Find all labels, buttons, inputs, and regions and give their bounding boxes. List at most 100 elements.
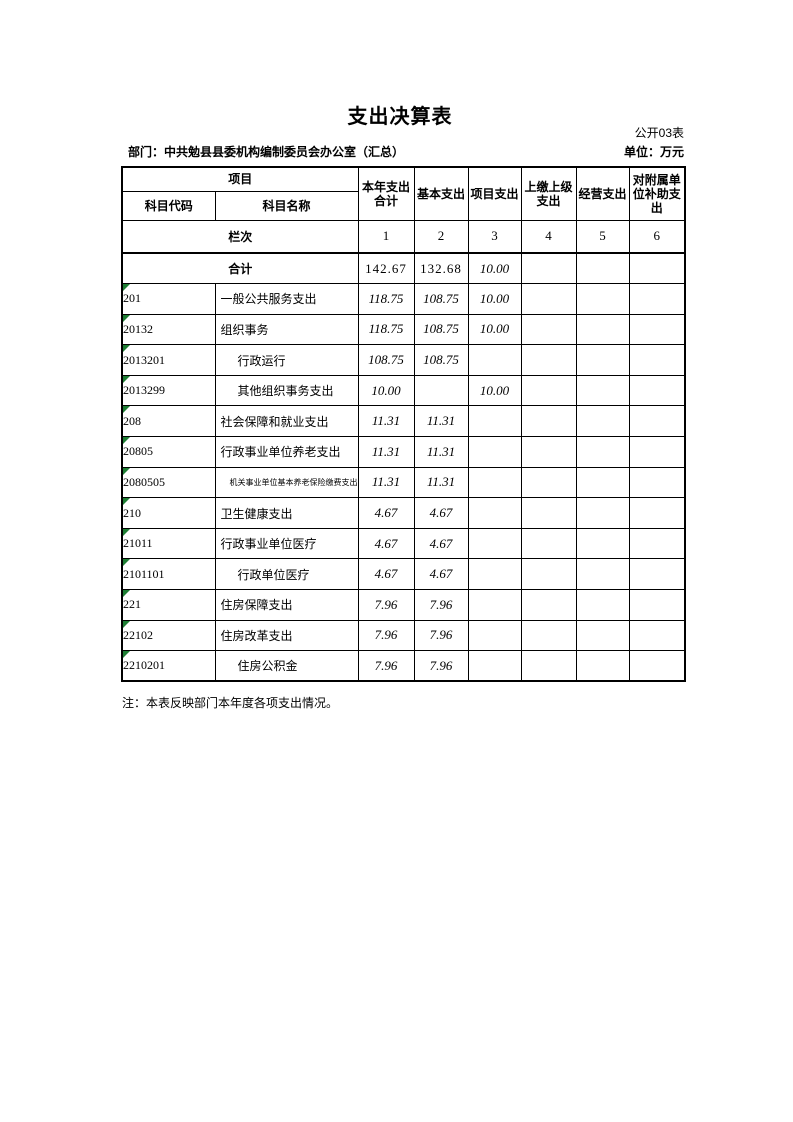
- value-cell: 4.67: [357, 497, 415, 529]
- value-cell: [520, 497, 577, 529]
- excel-flag-triangle-icon: [123, 468, 130, 475]
- value-cell: [575, 374, 630, 407]
- value-cell: 7.96: [413, 589, 469, 621]
- value-cell: [628, 619, 686, 652]
- subject-code-cell: 20805: [121, 436, 216, 468]
- expenditure-table: 项目 本年支出合计 基本支出 项目支出 上缴上级支出 经营支出 对附属单位补助支…: [121, 166, 687, 683]
- header-col-total: 本年支出合计: [357, 166, 415, 221]
- value-cell: 7.96: [357, 650, 415, 682]
- table-number: 公开03表: [634, 126, 684, 140]
- header-project: 项目: [121, 166, 359, 192]
- header-col-subsidy: 对附属单位补助支出: [628, 166, 686, 221]
- total-row: 合计 142.67 132.68 10.00: [121, 252, 686, 285]
- value-cell: 4.67: [413, 497, 469, 529]
- subject-code-cell: 21011: [121, 527, 216, 560]
- header-col-basic: 基本支出: [413, 166, 469, 221]
- table-row: 2210201 住房公积金 7.96 7.96: [121, 650, 686, 682]
- subject-code-cell: 208: [121, 405, 216, 438]
- excel-flag-triangle-icon: [123, 376, 130, 383]
- excel-flag-triangle-icon: [123, 590, 130, 598]
- value-cell: 11.31: [413, 405, 469, 438]
- header-col-upper: 上缴上级支出: [520, 166, 577, 221]
- column-number: 2: [413, 219, 469, 254]
- subject-name-cell: 行政事业单位养老支出: [214, 436, 359, 468]
- table-row: 2080505 机关事业单位基本养老保险缴费支出 11.31 11.31: [121, 466, 686, 499]
- table-row: 210 卫生健康支出 4.67 4.67: [121, 497, 686, 529]
- value-cell: [467, 619, 522, 652]
- subject-code-cell: 2080505: [121, 466, 216, 499]
- value-cell: [628, 558, 686, 591]
- value-cell: [467, 344, 522, 376]
- header-col-operating: 经营支出: [575, 166, 630, 221]
- value-cell: [575, 497, 630, 529]
- value-cell: 108.75: [413, 313, 469, 346]
- header-row-project: 项目 本年支出合计 基本支出 项目支出 上缴上级支出 经营支出 对附属单位补助支…: [121, 166, 686, 221]
- value-cell: 11.31: [357, 405, 415, 438]
- value-cell: [628, 527, 686, 560]
- page-title: 支出决算表: [347, 106, 453, 128]
- table-row: 2013299 其他组织事务支出 10.00 10.00: [121, 374, 686, 407]
- excel-flag-triangle-icon: [123, 406, 130, 414]
- subject-code-cell: 201: [121, 283, 216, 315]
- value-cell: 108.75: [357, 344, 415, 376]
- excel-flag-triangle-icon: [123, 284, 130, 292]
- value-cell: 4.67: [357, 527, 415, 560]
- subject-code-cell: 2013201: [121, 344, 216, 376]
- value-cell: [467, 527, 522, 560]
- meta-row: 部门：中共勉县县委机构编制委员会办公室（汇总） 单位：万元: [121, 143, 684, 160]
- value-cell: [520, 374, 577, 407]
- value-cell: [575, 650, 630, 682]
- value-cell: 10.00: [467, 252, 522, 285]
- value-cell: 108.75: [413, 283, 469, 315]
- value-cell: [520, 650, 577, 682]
- value-cell: [628, 252, 686, 285]
- value-cell: [575, 344, 630, 376]
- value-cell: 118.75: [357, 283, 415, 315]
- total-label: 合计: [121, 252, 359, 285]
- value-cell: 11.31: [357, 436, 415, 468]
- value-cell: [575, 436, 630, 468]
- value-cell: [628, 283, 686, 315]
- subject-name-cell: 住房改革支出: [214, 619, 359, 652]
- column-number: 3: [467, 219, 522, 254]
- value-cell: 118.75: [357, 313, 415, 346]
- value-cell: 108.75: [413, 344, 469, 376]
- value-cell: [575, 466, 630, 499]
- value-cell: [520, 405, 577, 438]
- value-cell: [628, 344, 686, 376]
- excel-flag-triangle-icon: [123, 529, 130, 536]
- column-number: 1: [357, 219, 415, 254]
- header-col-project-exp: 项目支出: [467, 166, 522, 221]
- header-row-subject: 科目代码 科目名称: [121, 190, 685, 221]
- value-cell: 11.31: [413, 466, 469, 499]
- value-cell: 142.67: [357, 252, 415, 285]
- value-cell: [467, 405, 522, 438]
- subject-name-cell: 住房公积金: [214, 650, 359, 682]
- value-cell: 132.68: [413, 252, 469, 285]
- table-row: 208 社会保障和就业支出 11.31 11.31: [121, 405, 686, 438]
- excel-flag-triangle-icon: [123, 437, 130, 445]
- value-cell: [520, 589, 577, 621]
- value-cell: [520, 436, 577, 468]
- unit-label: 单位：万元: [623, 145, 684, 159]
- value-cell: [520, 527, 577, 560]
- value-cell: [575, 405, 630, 438]
- value-cell: [575, 283, 630, 315]
- value-cell: [520, 252, 577, 285]
- column-index-row: 栏次 1 2 3 4 5 6: [121, 219, 686, 254]
- subject-name-cell: 卫生健康支出: [214, 497, 359, 529]
- table-row: 221 住房保障支出 7.96 7.96: [121, 589, 686, 621]
- value-cell: [628, 650, 686, 682]
- value-cell: 11.31: [413, 436, 469, 468]
- value-cell: [520, 283, 577, 315]
- value-cell: [520, 344, 577, 376]
- value-cell: 10.00: [467, 313, 522, 346]
- subject-code-cell: 221: [121, 589, 216, 621]
- excel-flag-triangle-icon: [123, 621, 130, 628]
- subject-name-cell: 其他组织事务支出: [214, 374, 359, 407]
- value-cell: [520, 619, 577, 652]
- subject-code-cell: 2210201: [121, 650, 216, 682]
- header-subject-name: 科目名称: [214, 190, 359, 221]
- value-cell: [628, 497, 686, 529]
- value-cell: 4.67: [413, 558, 469, 591]
